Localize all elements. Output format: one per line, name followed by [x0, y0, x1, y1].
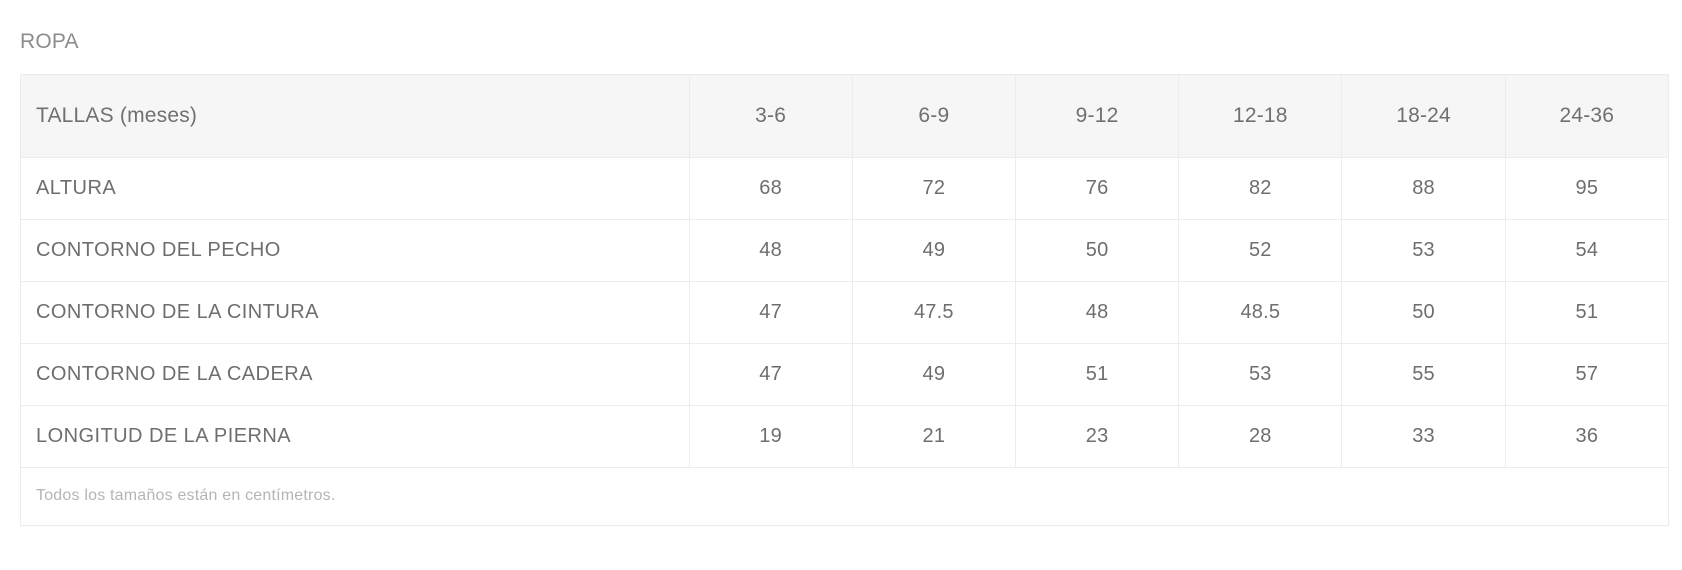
- table-header-row: TALLAS (meses) 3-6 6-9 9-12 12-18 18-24 …: [21, 75, 1670, 158]
- cell-cintura-9-12: 48: [1015, 281, 1180, 344]
- table-corner-header: TALLAS (meses): [21, 75, 690, 158]
- column-header-24-36: 24-36: [1505, 75, 1670, 158]
- cell-pecho-18-24: 53: [1341, 219, 1506, 282]
- cell-altura-12-18: 82: [1178, 157, 1343, 220]
- cell-cintura-18-24: 50: [1341, 281, 1506, 344]
- cell-pecho-24-36: 54: [1505, 219, 1670, 282]
- cell-pecho-6-9: 49: [852, 219, 1016, 282]
- column-header-9-12: 9-12: [1015, 75, 1180, 158]
- cell-pecho-3-6: 48: [689, 219, 853, 282]
- cell-cadera-18-24: 55: [1341, 343, 1506, 406]
- column-header-18-24: 18-24: [1341, 75, 1506, 158]
- table-footer: Todos los tamaños están en centímetros.: [21, 467, 1669, 525]
- cell-altura-18-24: 88: [1341, 157, 1506, 220]
- table-body: ALTURA 68 72 76 82 88 95 CONTORNO DEL PE…: [21, 157, 1670, 468]
- cell-pierna-9-12: 23: [1015, 405, 1180, 468]
- cell-cadera-3-6: 47: [689, 343, 853, 406]
- table-row: CONTORNO DE LA CADERA 47 49 51 53 55 57: [21, 343, 1670, 406]
- cell-pecho-12-18: 52: [1178, 219, 1343, 282]
- table-footnote-row: Todos los tamaños están en centímetros.: [21, 467, 1669, 525]
- row-label-contorno-de-la-cadera: CONTORNO DE LA CADERA: [21, 343, 690, 406]
- size-chart-table: TALLAS (meses) 3-6 6-9 9-12 12-18 18-24 …: [21, 75, 1670, 525]
- cell-pecho-9-12: 50: [1015, 219, 1180, 282]
- row-label-longitud-de-la-pierna: LONGITUD DE LA PIERNA: [21, 405, 690, 468]
- column-header-12-18: 12-18: [1178, 75, 1343, 158]
- cell-cintura-3-6: 47: [689, 281, 853, 344]
- row-label-contorno-de-la-cintura: CONTORNO DE LA CINTURA: [21, 281, 690, 344]
- cell-cadera-6-9: 49: [852, 343, 1016, 406]
- column-header-6-9: 6-9: [852, 75, 1016, 158]
- page-title: ROPA: [20, 30, 79, 53]
- table-row: LONGITUD DE LA PIERNA 19 21 23 28 33 36: [21, 405, 1670, 468]
- cell-pierna-24-36: 36: [1505, 405, 1670, 468]
- cell-pierna-3-6: 19: [689, 405, 853, 468]
- cell-altura-6-9: 72: [852, 157, 1016, 220]
- row-label-altura: ALTURA: [21, 157, 690, 220]
- cell-pierna-18-24: 33: [1341, 405, 1506, 468]
- row-label-contorno-del-pecho: CONTORNO DEL PECHO: [21, 219, 690, 282]
- column-header-3-6: 3-6: [689, 75, 853, 158]
- cell-cintura-24-36: 51: [1505, 281, 1670, 344]
- cell-cadera-9-12: 51: [1015, 343, 1180, 406]
- table-header: TALLAS (meses) 3-6 6-9 9-12 12-18 18-24 …: [21, 75, 1670, 158]
- cell-pierna-12-18: 28: [1178, 405, 1343, 468]
- table-footnote: Todos los tamaños están en centímetros.: [21, 467, 1669, 525]
- size-chart-container: TALLAS (meses) 3-6 6-9 9-12 12-18 18-24 …: [20, 74, 1670, 526]
- cell-cadera-24-36: 57: [1505, 343, 1670, 406]
- cell-cadera-12-18: 53: [1178, 343, 1343, 406]
- cell-cintura-6-9: 47.5: [852, 281, 1016, 344]
- table-row: CONTORNO DE LA CINTURA 47 47.5 48 48.5 5…: [21, 281, 1670, 344]
- cell-altura-3-6: 68: [689, 157, 853, 220]
- cell-cintura-12-18: 48.5: [1178, 281, 1343, 344]
- cell-altura-9-12: 76: [1015, 157, 1180, 220]
- cell-pierna-6-9: 21: [852, 405, 1016, 468]
- cell-altura-24-36: 95: [1505, 157, 1670, 220]
- table-row: CONTORNO DEL PECHO 48 49 50 52 53 54: [21, 219, 1670, 282]
- table-row: ALTURA 68 72 76 82 88 95: [21, 157, 1670, 220]
